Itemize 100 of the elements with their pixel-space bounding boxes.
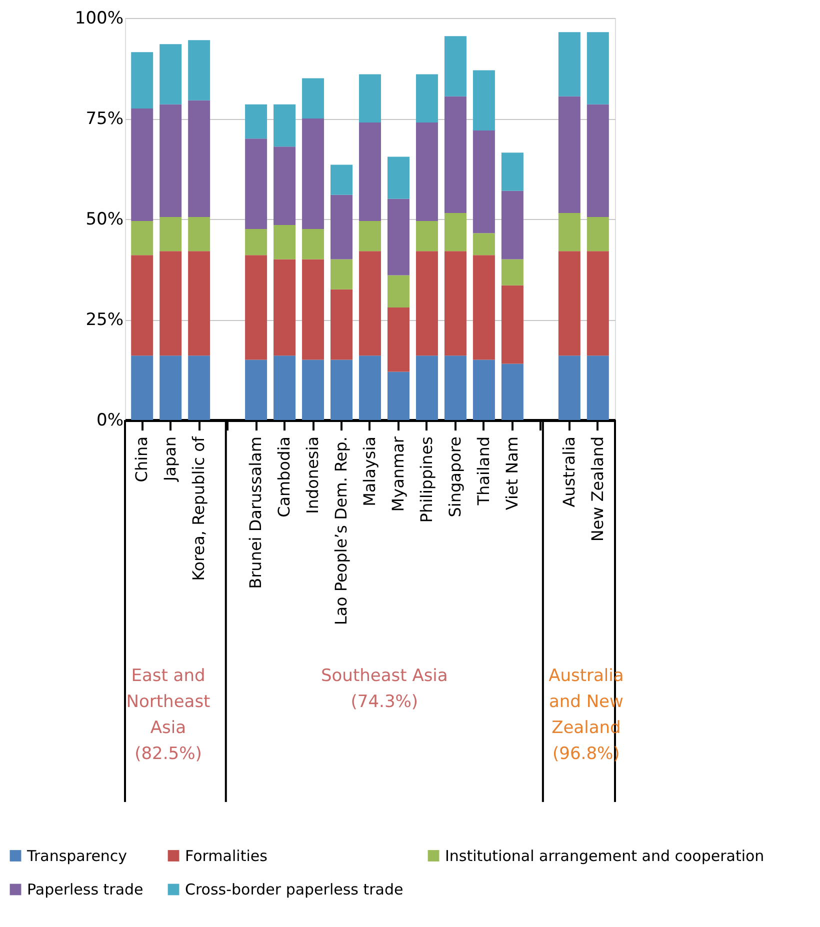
legend-label: Transparency: [26, 846, 128, 865]
bar: [416, 122, 438, 222]
bar: [188, 251, 210, 356]
bar: [359, 251, 381, 356]
bar: [245, 229, 268, 256]
bar: [131, 221, 154, 256]
bar: [586, 216, 609, 252]
bar: [330, 259, 353, 290]
bar: [131, 356, 154, 420]
bar: [444, 251, 466, 356]
bar: [501, 259, 524, 286]
text: Southeast Asia (74.3%): [320, 666, 448, 712]
x-tick-label: Lao People’s Dem. Rep.: [332, 436, 351, 626]
y-tick-label: 25%: [86, 310, 124, 330]
bar: [131, 255, 154, 356]
bar: [558, 32, 580, 96]
x-tick-label: Myanmar: [388, 436, 408, 512]
legend-label: Cross-border paperless trade: [185, 880, 404, 898]
bar: [302, 360, 324, 420]
bar: [188, 100, 210, 217]
bar: [274, 356, 296, 420]
bar: [558, 212, 580, 252]
bar: [330, 289, 353, 360]
bar: [416, 74, 438, 123]
bar: [472, 233, 495, 256]
bar: [131, 108, 154, 222]
bar: [245, 138, 268, 230]
bar: [387, 275, 410, 308]
x-tick-label: Thailand: [474, 436, 493, 506]
x-tick-label: China: [132, 436, 152, 482]
bar: [245, 104, 268, 139]
y-tick-label: 50%: [86, 210, 124, 230]
bar: [586, 356, 609, 420]
bar: [131, 52, 154, 108]
bar: [444, 36, 466, 96]
bar: [302, 229, 324, 260]
bar: [359, 122, 381, 222]
x-tick-label: Brunei Darussalam: [246, 436, 266, 589]
bar: [160, 356, 182, 420]
x-tick-label: Australia: [559, 436, 578, 508]
bar: [558, 356, 580, 420]
bar: [274, 225, 296, 260]
bar: [188, 40, 210, 100]
y-tick-label: 100%: [74, 8, 124, 28]
bar: [501, 190, 524, 260]
bar: [302, 259, 324, 360]
bar: [188, 216, 210, 252]
bar: [501, 364, 524, 420]
x-tick-label: Malaysia: [360, 436, 379, 506]
x-tick-label: New Zealand: [588, 436, 607, 542]
bar: [359, 356, 381, 420]
bar: [160, 44, 182, 104]
bar: [387, 372, 410, 420]
bar: [416, 356, 438, 420]
bar: [558, 96, 580, 213]
x-tick-label: Korea, Republic of: [189, 436, 208, 581]
bar: [188, 356, 210, 420]
bar: [444, 356, 466, 420]
bar: [387, 198, 410, 276]
y-tick-label: 0%: [96, 410, 124, 430]
bar: [416, 221, 438, 252]
bar: [160, 216, 182, 252]
bar: [160, 104, 182, 217]
legend-label: Formalities: [185, 846, 268, 865]
bar: [274, 259, 296, 356]
x-tick-label: Indonesia: [303, 436, 322, 514]
bar: [245, 360, 268, 420]
x-tick-label: Philippines: [416, 436, 436, 523]
bar: [387, 307, 410, 372]
bar: [160, 251, 182, 356]
bar: [359, 74, 381, 123]
text: East and Northeast Asia (82.5%): [126, 666, 211, 764]
bar: [472, 70, 495, 131]
y-tick-label: 75%: [86, 109, 124, 129]
x-tick-label: Japan: [160, 436, 180, 482]
bar: [444, 96, 466, 213]
bar: [444, 212, 466, 252]
bar: [416, 251, 438, 356]
x-tick-label: Singapore: [445, 436, 464, 518]
bar: [501, 285, 524, 364]
bar: [472, 360, 495, 420]
legend-label: Institutional arrangement and cooperation: [445, 846, 764, 865]
bar: [330, 360, 353, 420]
bar: [472, 130, 495, 234]
x-tick-label: Viet Nam: [502, 436, 522, 510]
bar: [558, 251, 580, 356]
bar: [472, 255, 495, 360]
bar: [302, 118, 324, 230]
bar: [501, 152, 524, 191]
x-tick-label: Cambodia: [274, 436, 294, 518]
bar: [302, 78, 324, 118]
bar: [359, 221, 381, 252]
bar: [586, 104, 609, 217]
bar: [330, 164, 353, 195]
bar: [245, 255, 268, 360]
bar: [586, 32, 609, 104]
bar: [274, 146, 296, 226]
legend-label: Paperless trade: [27, 880, 144, 898]
bar: [330, 194, 353, 260]
bar: [274, 104, 296, 147]
